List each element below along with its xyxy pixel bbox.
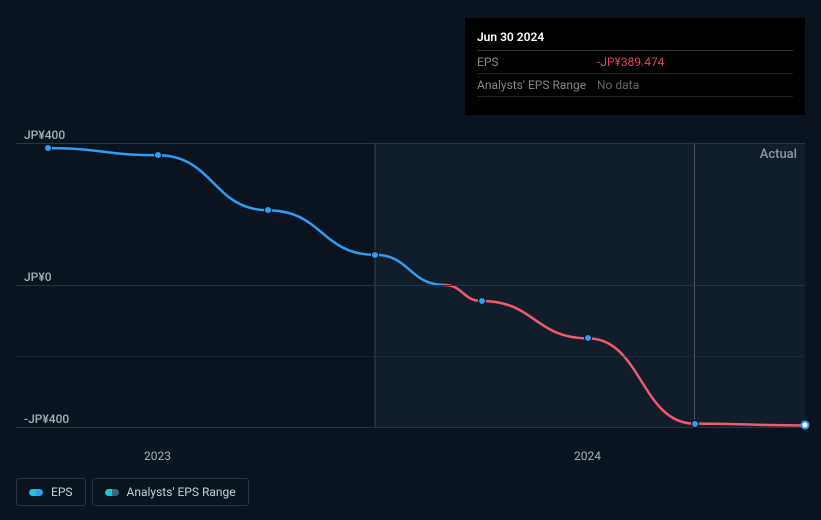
data-point[interactable] [44,144,52,152]
data-point[interactable] [691,420,699,428]
legend-swatch-icon [105,489,119,496]
tooltip-label: EPS [477,55,597,69]
tooltip-date: Jun 30 2024 [477,26,793,51]
tooltip-label: Analysts' EPS Range [477,78,597,92]
legend-analysts-range[interactable]: Analysts' EPS Range [92,478,249,506]
data-point[interactable] [371,251,379,259]
x-axis-label: 2024 [574,449,601,463]
y-axis-label: -JP¥400 [24,412,69,426]
y-axis-label: JP¥400 [24,128,65,142]
tooltip-value: -JP¥389.474 [597,55,664,69]
data-point[interactable] [584,334,592,342]
y-axis-label: JP¥0 [24,270,52,284]
legend-label: Analysts' EPS Range [127,485,236,499]
gridline [16,285,805,286]
data-point[interactable] [801,421,810,430]
gridline [16,427,805,428]
data-point[interactable] [478,297,486,305]
tooltip-row-eps: EPS -JP¥389.474 [477,51,793,74]
gridline [16,143,805,144]
legend-swatch-icon [29,489,43,496]
x-axis-label: 2023 [144,449,171,463]
tooltip-value: No data [597,78,639,92]
legend-eps[interactable]: EPS [16,478,86,506]
gridline [16,356,805,357]
legend-label: EPS [51,485,73,499]
tooltip-row-range: Analysts' EPS Range No data [477,74,793,97]
data-point[interactable] [264,206,272,214]
data-point[interactable] [154,151,162,159]
chart-tooltip: Jun 30 2024 EPS -JP¥389.474 Analysts' EP… [465,18,805,115]
eps-chart[interactable]: Actual JP¥400JP¥0-JP¥40020232024 [16,125,805,445]
chart-legend: EPS Analysts' EPS Range [16,478,249,506]
